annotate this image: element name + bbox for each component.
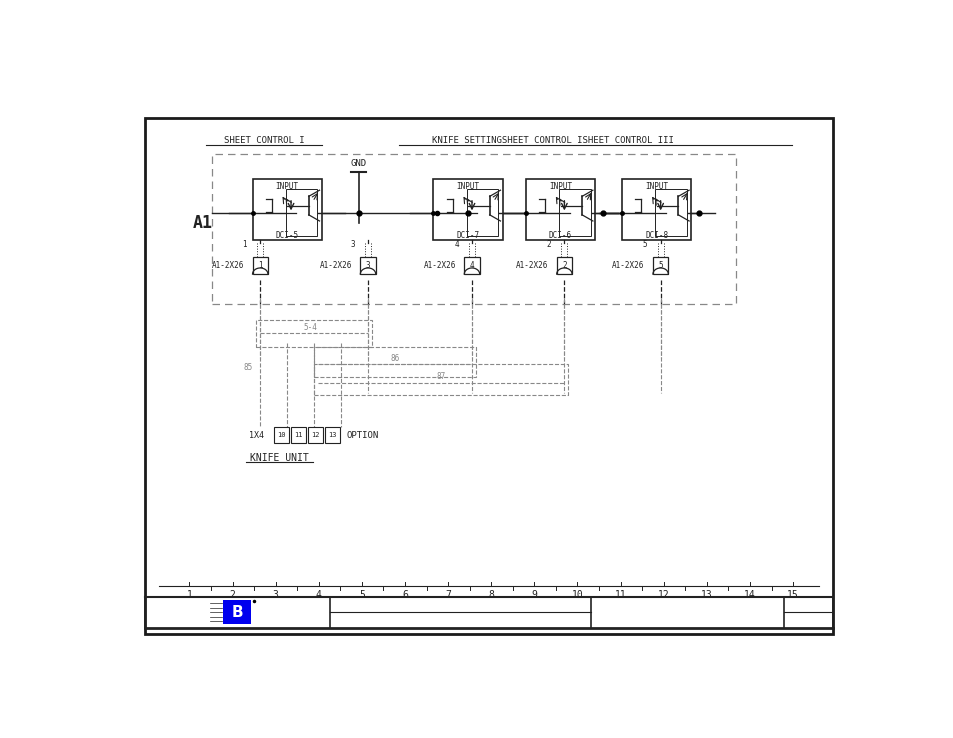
Text: 87: 87 xyxy=(436,372,445,381)
Text: A1-2X26: A1-2X26 xyxy=(423,261,456,270)
Text: 11: 11 xyxy=(294,432,303,438)
Text: 5: 5 xyxy=(642,240,647,249)
Bar xyxy=(223,600,251,624)
Text: 12: 12 xyxy=(311,432,319,438)
Text: SHEET CONTROL I: SHEET CONTROL I xyxy=(224,137,304,145)
Text: INPUT: INPUT xyxy=(275,182,298,191)
Text: KNIFE UNIT: KNIFE UNIT xyxy=(250,453,309,463)
Text: 2: 2 xyxy=(561,261,566,270)
Text: A1-2X26: A1-2X26 xyxy=(212,261,244,270)
Text: DCI-6: DCI-6 xyxy=(548,231,572,240)
Text: 8: 8 xyxy=(488,590,494,600)
Text: A1-2X26: A1-2X26 xyxy=(612,261,644,270)
Text: 10: 10 xyxy=(277,432,286,438)
Text: 6: 6 xyxy=(401,590,408,600)
Text: 10: 10 xyxy=(571,590,582,600)
Text: INPUT: INPUT xyxy=(456,182,479,191)
Text: 4: 4 xyxy=(469,261,474,270)
Bar xyxy=(652,257,668,274)
Bar xyxy=(253,179,321,241)
Text: 4: 4 xyxy=(454,240,458,249)
Text: 2: 2 xyxy=(546,240,551,249)
Text: 2: 2 xyxy=(230,590,235,600)
Text: 5: 5 xyxy=(658,261,662,270)
Text: 12: 12 xyxy=(658,590,669,600)
Text: 15: 15 xyxy=(786,590,798,600)
Text: 13: 13 xyxy=(700,590,712,600)
Text: OPTION: OPTION xyxy=(346,430,378,440)
Text: B: B xyxy=(231,604,243,620)
Text: 3: 3 xyxy=(350,240,355,249)
Text: 1: 1 xyxy=(257,261,262,270)
Bar xyxy=(213,154,736,304)
Text: 1: 1 xyxy=(186,590,193,600)
Bar xyxy=(285,190,317,235)
Bar xyxy=(314,347,476,377)
Bar xyxy=(308,427,323,443)
Text: 3: 3 xyxy=(365,261,370,270)
Text: KNIFE SETTINGSHEET CONTROL ISHEET CONTROL III: KNIFE SETTINGSHEET CONTROL ISHEET CONTRO… xyxy=(432,137,673,145)
Bar xyxy=(464,257,479,274)
Text: INPUT: INPUT xyxy=(644,182,668,191)
Text: 7: 7 xyxy=(445,590,451,600)
Bar xyxy=(558,190,590,235)
Text: 3: 3 xyxy=(273,590,278,600)
Text: 1: 1 xyxy=(242,240,247,249)
Bar xyxy=(325,427,340,443)
Text: INPUT: INPUT xyxy=(548,182,572,191)
Bar xyxy=(466,190,497,235)
Bar xyxy=(360,257,375,274)
Text: 4: 4 xyxy=(315,590,321,600)
Text: A1: A1 xyxy=(193,214,213,232)
Text: 86: 86 xyxy=(390,354,399,362)
Bar xyxy=(655,190,686,235)
Bar xyxy=(274,427,289,443)
Text: 5-4: 5-4 xyxy=(303,323,317,332)
Bar xyxy=(253,257,268,274)
Text: 13: 13 xyxy=(328,432,336,438)
Bar xyxy=(557,257,572,274)
Text: DCI-7: DCI-7 xyxy=(456,231,479,240)
Text: A1-2X26: A1-2X26 xyxy=(319,261,352,270)
Bar xyxy=(314,365,568,395)
Text: DCI-5: DCI-5 xyxy=(275,231,298,240)
Text: A1-2X26: A1-2X26 xyxy=(516,261,548,270)
Text: 85: 85 xyxy=(243,363,253,372)
Bar xyxy=(525,179,595,241)
Text: DCI-8: DCI-8 xyxy=(644,231,668,240)
Text: 5: 5 xyxy=(358,590,364,600)
Bar xyxy=(621,179,691,241)
Text: 11: 11 xyxy=(614,590,626,600)
Text: 14: 14 xyxy=(743,590,755,600)
Text: 9: 9 xyxy=(531,590,537,600)
Bar xyxy=(256,320,372,347)
Text: GND: GND xyxy=(351,159,367,168)
Bar xyxy=(291,427,306,443)
Text: 1X4: 1X4 xyxy=(249,430,264,440)
Bar xyxy=(433,179,502,241)
